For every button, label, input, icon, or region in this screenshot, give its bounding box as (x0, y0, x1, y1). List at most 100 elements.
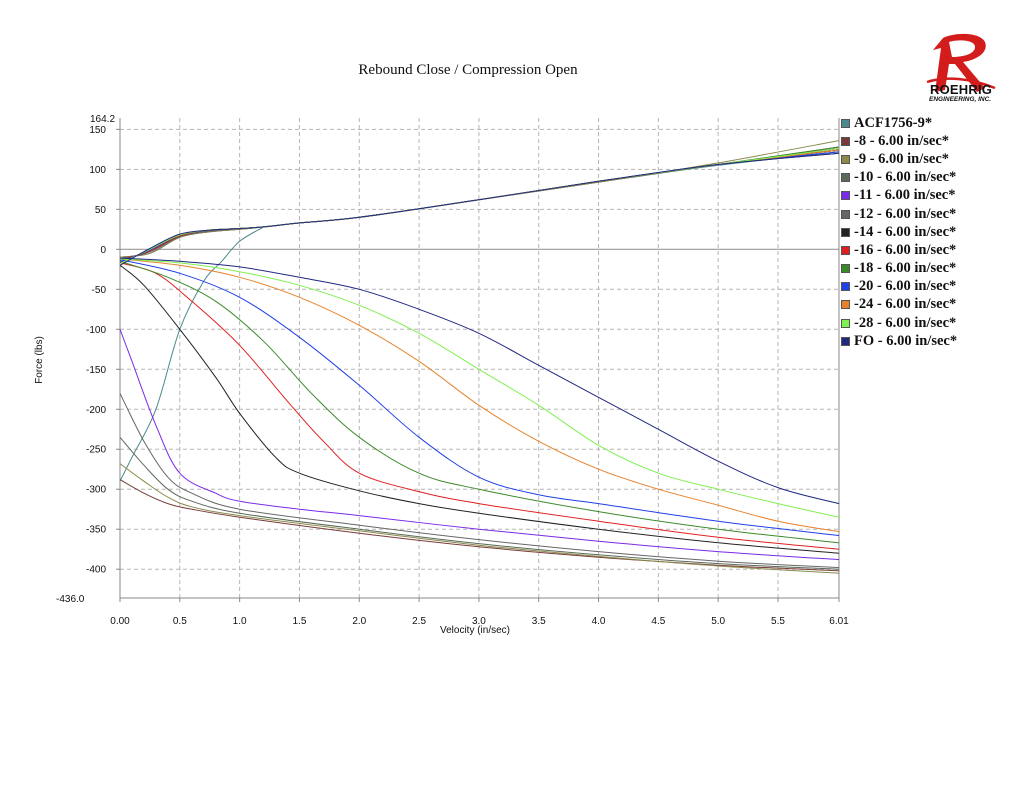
roehrig-logo-mark (926, 33, 996, 92)
series-10 (119, 149, 840, 533)
legend-item: -18 - 6.00 in/sec* (841, 260, 957, 278)
y-tick-label: 0 (100, 245, 106, 256)
legend: ACF1756-9* -8 - 6.00 in/sec* -9 - 6.00 in/… (841, 114, 957, 350)
series-8 (119, 146, 840, 544)
legend-label: -20 - 6.00 in/sec* (854, 278, 957, 295)
series-line-lower (119, 262, 840, 550)
legend-swatch (841, 318, 850, 328)
legend-item: -9 - 6.00 in/sec* (841, 150, 957, 168)
series-line-upper (119, 152, 840, 266)
legend-label: -12 - 6.00 in/sec* (854, 205, 957, 222)
series-line-lower (119, 257, 840, 505)
series-12 (119, 152, 840, 505)
series-4 (119, 148, 840, 561)
legend-item: -11 - 6.00 in/sec* (841, 187, 957, 205)
x-axis-label: Velocity (in/sec) (440, 625, 510, 636)
legend-swatch (841, 245, 850, 255)
legend-swatch (841, 264, 850, 274)
x-tick-label: 3.0 (472, 616, 486, 627)
legend-swatch (841, 191, 850, 201)
chart-title: Rebound Close / Compression Open (358, 62, 578, 78)
series-0 (119, 151, 840, 482)
legend-label: -14 - 6.00 in/sec* (854, 223, 957, 240)
y-tick-label: -300 (86, 485, 106, 496)
legend-item: -16 - 6.00 in/sec* (841, 241, 957, 259)
legend-item: -12 - 6.00 in/sec* (841, 205, 957, 223)
axes (116, 118, 840, 602)
x-tick-label: 4.5 (651, 616, 665, 627)
y-tick-label: -150 (86, 365, 106, 376)
y-min-label: -436.0 (56, 594, 85, 605)
legend-swatch (841, 209, 850, 219)
series-line-upper (119, 148, 840, 265)
series-11 (119, 148, 840, 518)
series-line-upper (119, 148, 840, 261)
y-tick-label: -100 (86, 325, 106, 336)
x-tick-label: 3.5 (532, 616, 546, 627)
logo-subtitle: ENGINEERING, INC. (929, 96, 992, 103)
series-line-upper (119, 148, 840, 260)
series-line-upper (119, 140, 840, 258)
legend-item: FO - 6.00 in/sec* (841, 332, 957, 350)
series-line-upper (119, 151, 840, 258)
series-line-upper (119, 146, 840, 263)
series-line-lower (119, 260, 840, 544)
legend-item: -8 - 6.00 in/sec* (841, 132, 957, 150)
x-tick-label: 2.5 (412, 616, 426, 627)
legend-item: -24 - 6.00 in/sec* (841, 296, 957, 314)
legend-label: -9 - 6.00 in/sec* (854, 150, 950, 167)
x-tick-label: 0.00 (110, 616, 130, 627)
legend-label: -24 - 6.00 in/sec* (854, 296, 957, 313)
x-tick-label: 5.5 (771, 616, 785, 627)
series-line-lower (119, 393, 840, 569)
series-line-lower (119, 264, 840, 554)
x-tick-label: 1.5 (292, 616, 306, 627)
legend-swatch (841, 227, 850, 237)
series-layer (119, 140, 840, 574)
y-tick-label: -50 (92, 285, 107, 296)
legend-label: FO - 6.00 in/sec* (854, 332, 958, 349)
x-tick-label: 4.0 (592, 616, 606, 627)
legend-swatch (841, 118, 850, 128)
legend-label: -10 - 6.00 in/sec* (854, 169, 957, 186)
series-1 (119, 149, 840, 572)
grid (120, 118, 839, 598)
x-tick-label: 0.5 (173, 616, 187, 627)
legend-swatch (841, 300, 850, 310)
legend-item: -20 - 6.00 in/sec* (841, 278, 957, 296)
legend-swatch (841, 173, 850, 183)
legend-item: ACF1756-9* (841, 114, 957, 132)
legend-label: ACF1756-9* (854, 114, 933, 131)
legend-label: -11 - 6.00 in/sec* (854, 187, 956, 204)
series-line-lower (119, 226, 264, 482)
labels: 0.00 0.5 1.0 1.5 2.0 2.5 3.0 3.5 4.0 4.5 5.0 5.5 6.0… (56, 114, 849, 627)
series-line-lower (119, 436, 840, 570)
legend-item: -14 - 6.00 in/sec* (841, 223, 957, 241)
series-line-lower (119, 479, 840, 572)
series-line-upper (119, 149, 840, 258)
x-tick-label: 6.01 (829, 616, 849, 627)
x-tick-label: 2.0 (352, 616, 366, 627)
legend-swatch (841, 282, 850, 292)
legend-swatch (841, 154, 850, 164)
x-tick-label: 1.0 (233, 616, 247, 627)
series-line-upper (119, 151, 840, 263)
y-tick-label: 150 (89, 125, 106, 136)
legend-item: -10 - 6.00 in/sec* (841, 169, 957, 187)
y-tick-label: -400 (86, 565, 106, 576)
y-tick-label: -200 (86, 405, 106, 416)
x-tick-label: 5.0 (711, 616, 725, 627)
series-line-lower (119, 463, 840, 574)
series-line-lower (119, 258, 840, 518)
legend-label: -18 - 6.00 in/sec* (854, 260, 957, 277)
legend-item: -28 - 6.00 in/sec* (841, 314, 957, 332)
y-tick-label: 100 (89, 165, 106, 176)
y-max-label: 164.2 (90, 114, 115, 125)
series-line-lower (119, 258, 840, 533)
y-tick-label: -350 (86, 525, 106, 536)
y-axis-label: Force (lbs) (34, 336, 45, 384)
legend-swatch (841, 136, 850, 146)
legend-label: -16 - 6.00 in/sec* (854, 241, 957, 258)
y-tick-label: 50 (95, 205, 107, 216)
